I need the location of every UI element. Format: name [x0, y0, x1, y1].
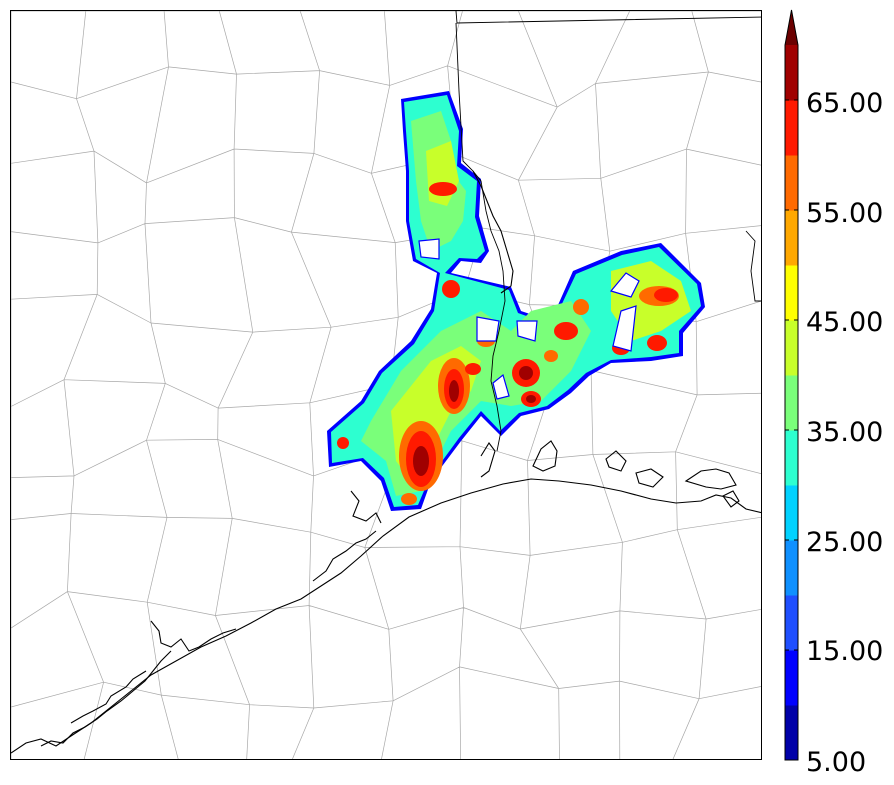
colorbar-segment: [785, 45, 798, 101]
colorbar-segment: [785, 650, 798, 706]
colorbar-segment: [785, 595, 798, 651]
colorbar-segment: [785, 155, 798, 211]
colorbar-tick-label-45: 45.00: [806, 307, 883, 338]
colorbar-segment: [785, 375, 798, 431]
colorbar-tick-label-5: 5.00: [806, 747, 866, 778]
colorbar-segment: [785, 265, 798, 321]
map-panel: [10, 10, 762, 760]
colorbar-extend-arrow: [785, 10, 798, 45]
rainfall-field: [327, 91, 705, 511]
colorbar-tick-label-55: 55.00: [806, 198, 883, 229]
colorbar-tick-label-35: 35.00: [806, 417, 883, 448]
colorbar-segment: [785, 485, 798, 541]
colorbar-segment: [785, 210, 798, 266]
colorbar-segment: [785, 320, 798, 376]
state-boundaries: [455, 11, 761, 452]
colorbar-segment: [785, 430, 798, 486]
coastline: [11, 170, 761, 754]
rain-holes: [418, 238, 640, 400]
map-canvas: [11, 11, 761, 759]
colorbar-segment: [785, 540, 798, 596]
colorbar-segment: [785, 100, 798, 156]
heavy-rain-cores: [337, 182, 679, 505]
colorbar-tick-label-15: 15.00: [806, 636, 883, 667]
colorbar-tick-label-25: 25.00: [806, 527, 883, 558]
colorbar-segment: [785, 705, 798, 761]
colorbar-tick-label-65: 65.00: [806, 88, 883, 119]
colorbar-ticks: [785, 99, 798, 761]
colorbar-segments: [785, 10, 798, 761]
